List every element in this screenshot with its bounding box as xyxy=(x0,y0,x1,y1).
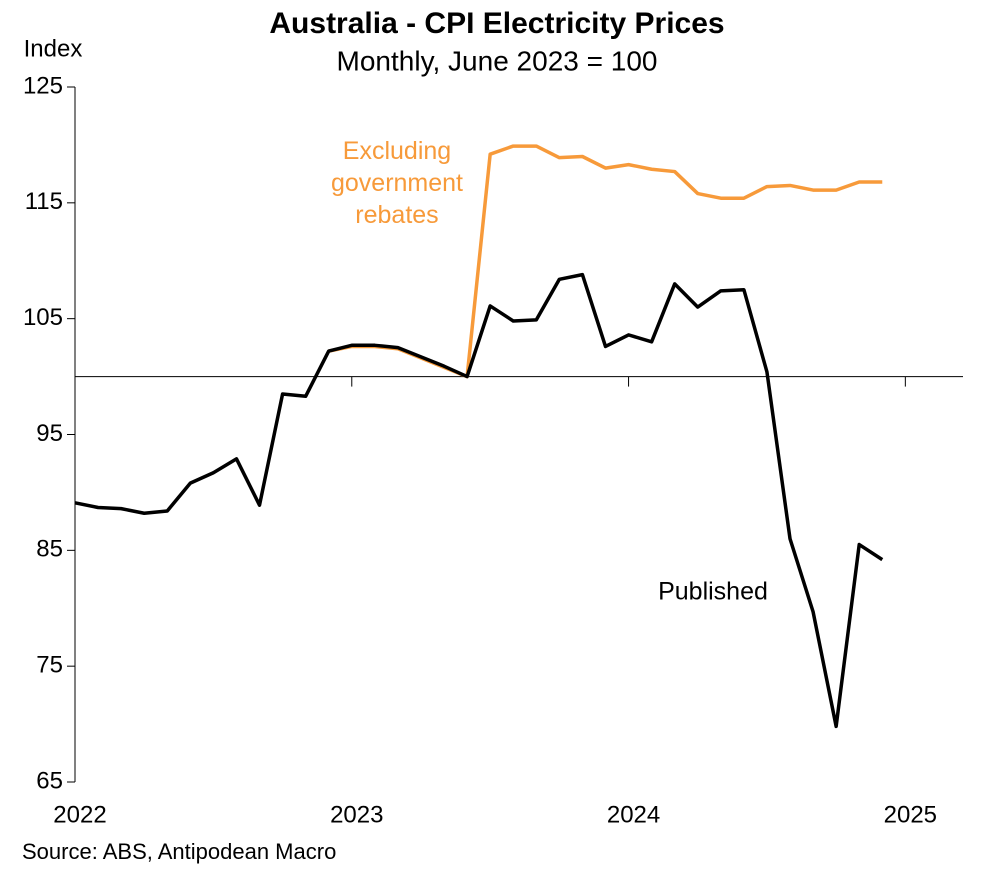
chart-subtitle: Monthly, June 2023 = 100 xyxy=(337,45,658,76)
x-tick-label: 2025 xyxy=(884,801,937,828)
y-tick-label: 115 xyxy=(25,188,63,215)
x-tick-label: 2024 xyxy=(607,801,660,828)
series-label: Published xyxy=(658,578,768,606)
x-tick-label: 2023 xyxy=(330,801,383,828)
y-axis-label: Index xyxy=(24,35,83,62)
x-tick-label: 2022 xyxy=(53,801,106,828)
y-tick-label: 65 xyxy=(36,767,63,794)
y-tick-label: 95 xyxy=(36,420,63,447)
series-label: Excluding government rebates xyxy=(331,137,463,229)
y-tick-label: 85 xyxy=(36,536,63,563)
source: Source: ABS, Antipodean Macro xyxy=(22,839,336,864)
chart-title: Australia - CPI Electricity Prices xyxy=(269,7,724,40)
series-line xyxy=(74,272,884,729)
y-tick-label: 125 xyxy=(23,72,63,99)
y-tick-label: 75 xyxy=(36,652,63,679)
y-tick-label: 105 xyxy=(23,304,63,331)
